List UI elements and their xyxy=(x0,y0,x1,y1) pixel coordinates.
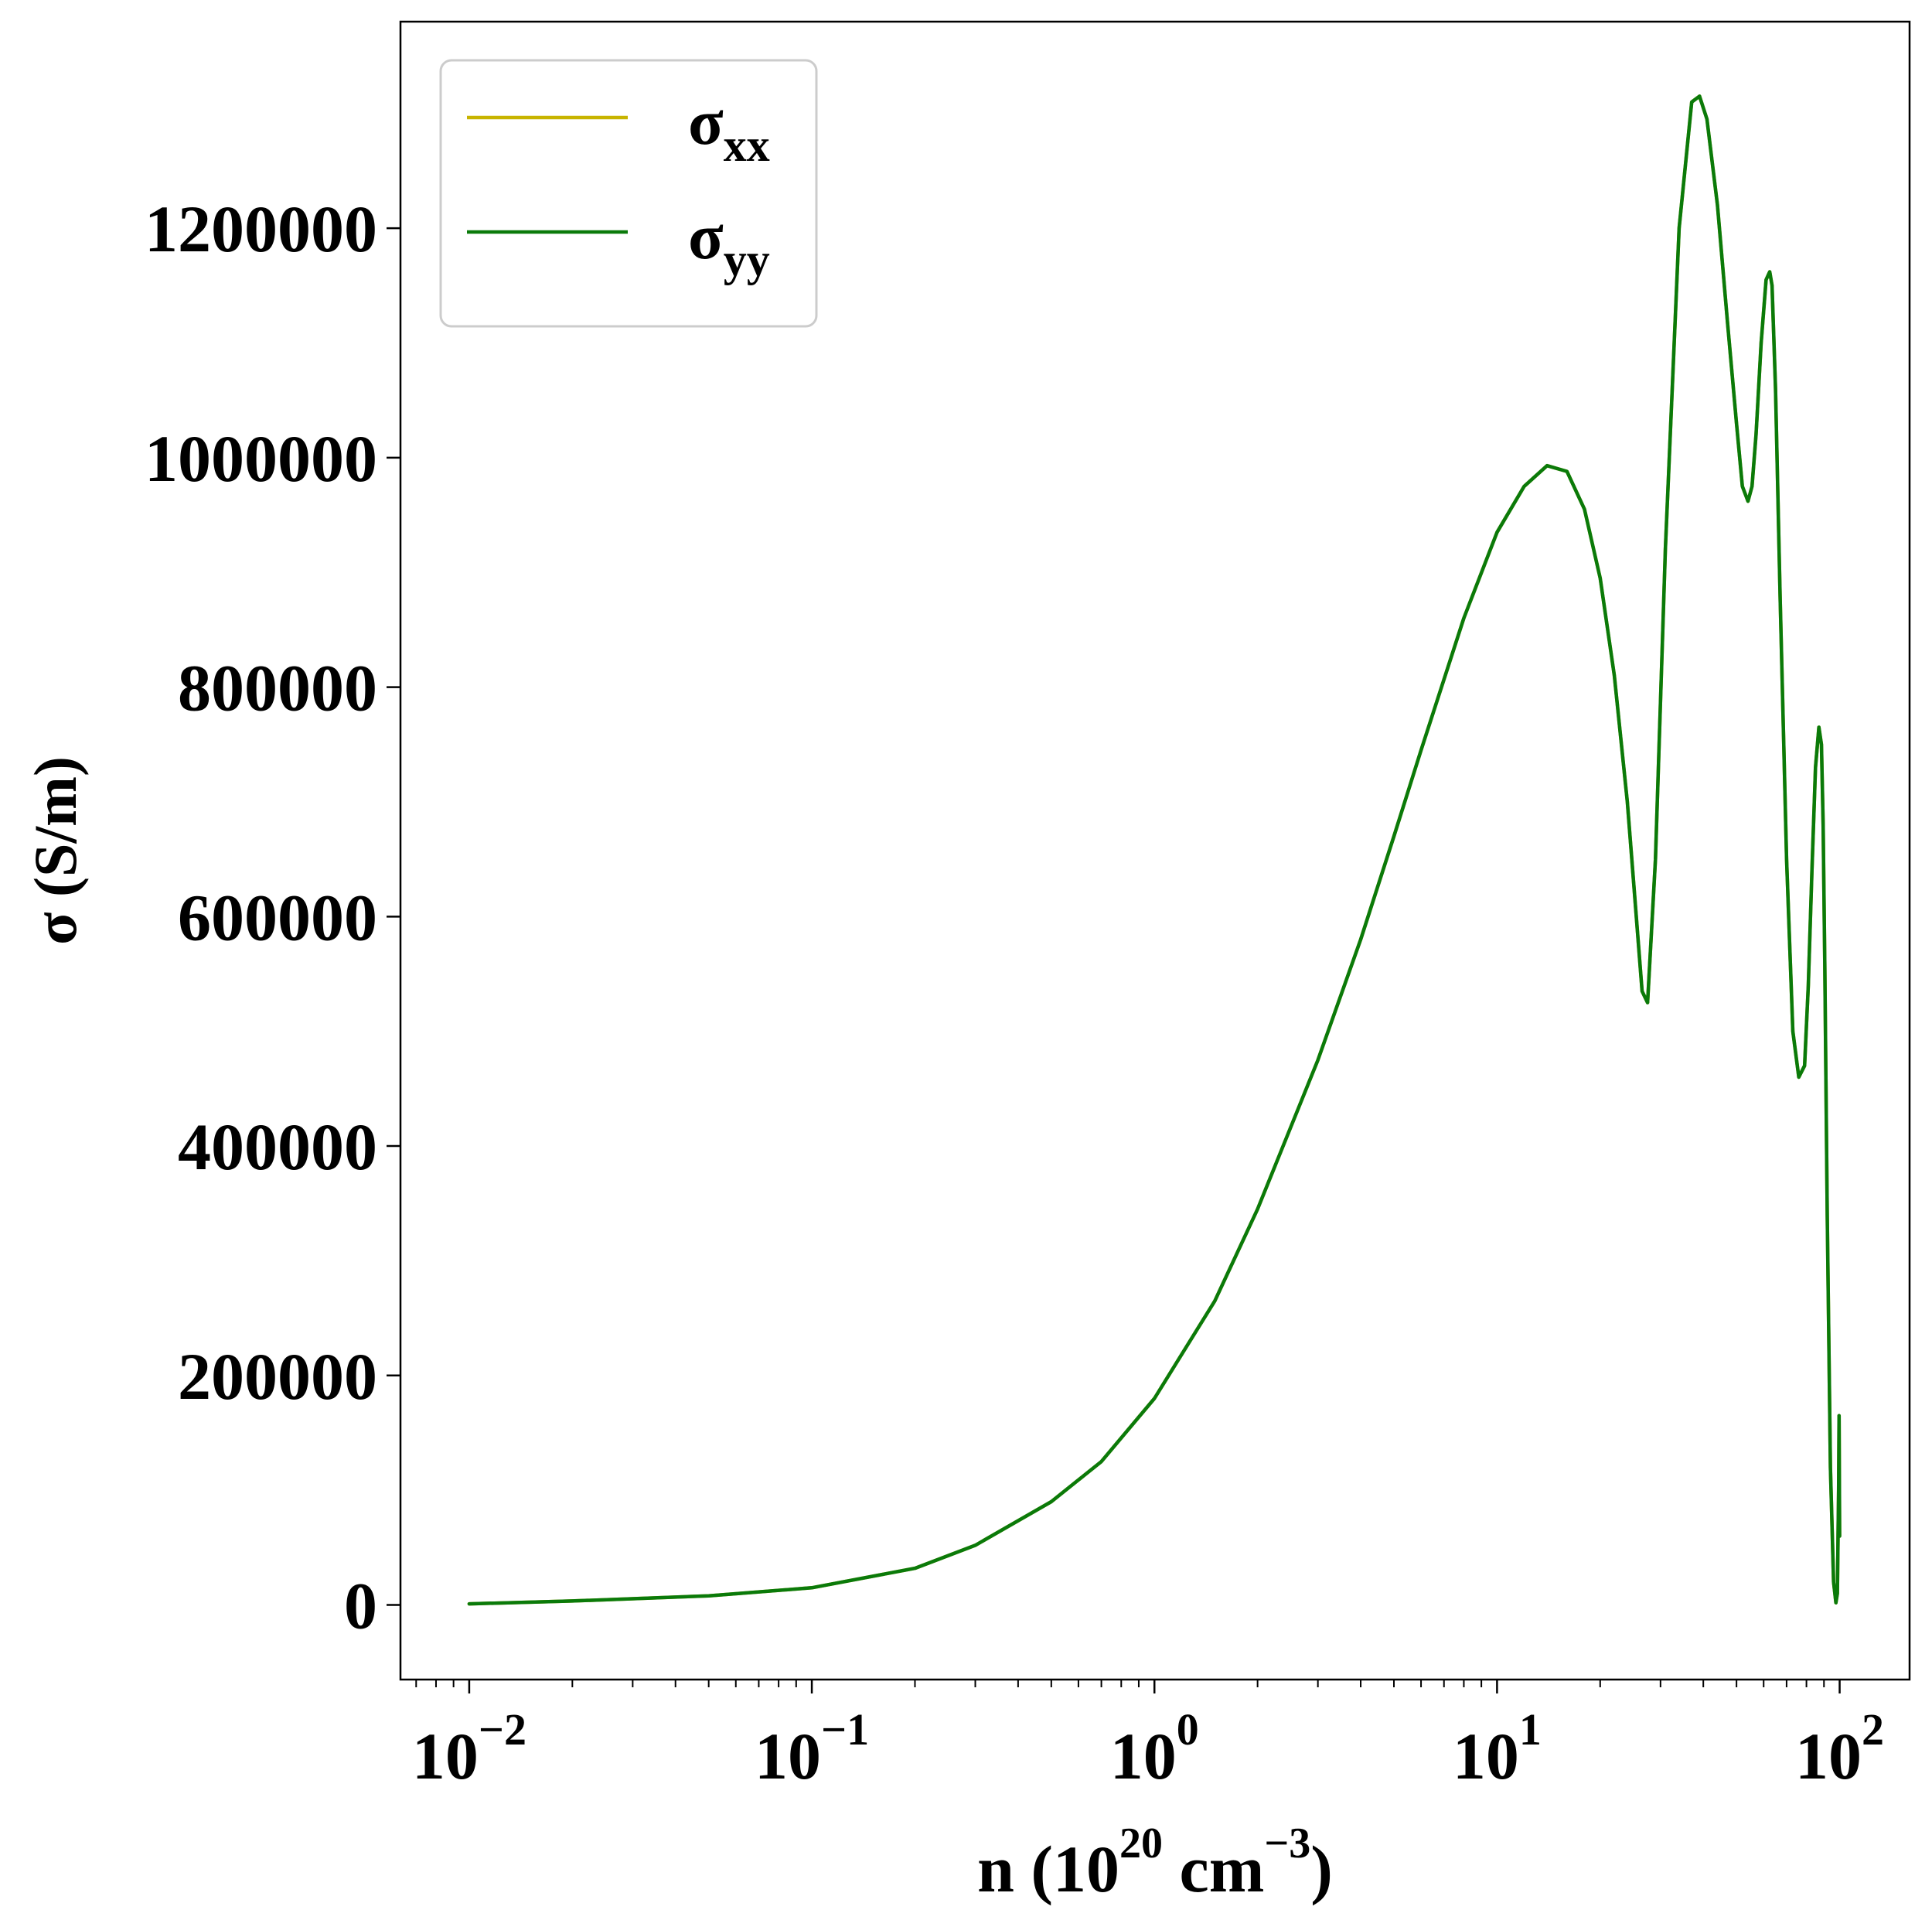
y-tick-label: 800000 xyxy=(178,651,377,725)
series-line-yy xyxy=(467,94,1842,1606)
y-axis-ticks: 0 200000 400000 600000 800000 1000000 1200000 xyxy=(145,192,400,1643)
series-layer xyxy=(467,94,1842,1606)
x-axis-ticks: 10−2 10−1 100 101 102 xyxy=(412,1680,1884,1793)
y-tick-label: 1000000 xyxy=(145,421,377,496)
legend: σxx σyy xyxy=(439,59,818,328)
x-minor-ticks xyxy=(415,1680,1825,1687)
x-axis-title-sup2: −3 xyxy=(1264,1820,1310,1867)
x-axis-title: n (1020 cm−3) xyxy=(977,1820,1333,1906)
y-tick-label: 1200000 xyxy=(145,192,377,266)
x-axis-title-mid: cm xyxy=(1163,1832,1264,1906)
y-tick-label: 0 xyxy=(344,1569,377,1643)
x-tick-label: 10−2 xyxy=(412,1704,526,1793)
x-tick-label: 101 xyxy=(1453,1704,1542,1793)
y-axis-title: σ (S/m) xyxy=(22,756,89,945)
x-tick-label: 100 xyxy=(1110,1704,1199,1793)
x-axis-title-sup1: 20 xyxy=(1119,1820,1163,1867)
x-tick-label: 102 xyxy=(1795,1704,1884,1793)
legend-label-yy: σyy xyxy=(688,201,770,285)
legend-box xyxy=(439,59,818,328)
x-axis-title-end: ) xyxy=(1310,1832,1333,1906)
x-axis-title-base: n (10 xyxy=(977,1832,1119,1906)
y-tick-label: 600000 xyxy=(178,880,377,954)
plot-area-frame xyxy=(399,20,1911,1681)
y-tick-label: 200000 xyxy=(178,1339,377,1414)
y-tick-label: 400000 xyxy=(178,1110,377,1184)
x-tick-label: 10−1 xyxy=(755,1704,869,1793)
legend-label-xx: σxx xyxy=(688,87,770,171)
